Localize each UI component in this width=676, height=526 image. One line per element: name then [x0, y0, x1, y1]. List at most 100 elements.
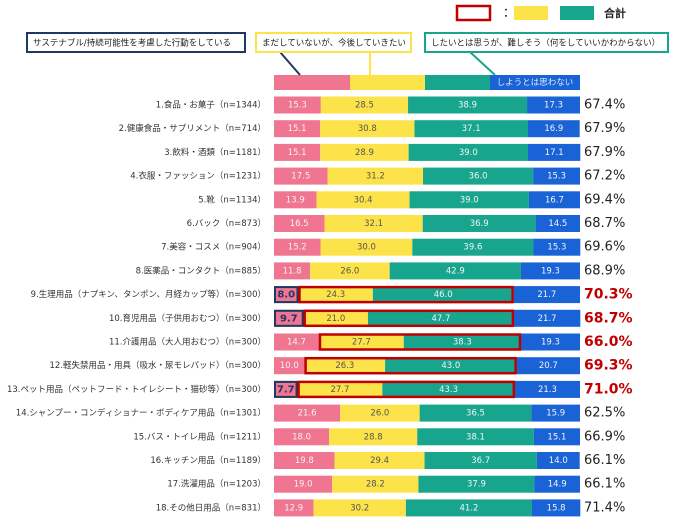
- segment-label: 38.9: [458, 101, 477, 111]
- category-label: 16.キッチン用品（n=1189）: [150, 455, 266, 466]
- segment-label: 27.7: [330, 385, 349, 395]
- bar-segment: [327, 167, 424, 185]
- segment-label: 39.0: [460, 195, 479, 205]
- total-label: 67.9%: [584, 121, 625, 136]
- segment-label: 11.8: [283, 266, 302, 276]
- segment-label: 14.5: [548, 219, 567, 229]
- segment-label: 15.2: [288, 243, 307, 253]
- segment-label: 38.1: [466, 432, 485, 442]
- total-label: 66.9%: [584, 429, 625, 444]
- bar-segment: [418, 475, 535, 493]
- bar-segment: [274, 215, 325, 232]
- segment-label: 17.5: [291, 172, 310, 182]
- segment-label: 9.7: [280, 313, 298, 324]
- category-label: 14.シャンプー・コンディショナー・ボディケア用品（n=1301）: [16, 408, 266, 419]
- segment-label: 15.1: [288, 148, 307, 158]
- bar-segment: [316, 191, 410, 209]
- bar-segment: [527, 143, 581, 161]
- segment-label: 20.7: [539, 361, 558, 371]
- bar-segment: [536, 452, 580, 469]
- bar-segment: [419, 404, 532, 422]
- bar-segment: [274, 167, 328, 185]
- segment-label: 28.5: [355, 101, 374, 111]
- segment-label: 21.7: [537, 290, 556, 300]
- bar-segment: [422, 215, 536, 232]
- segment-label: 32.1: [364, 219, 383, 229]
- category-label: 6.バック（n=873）: [187, 218, 266, 229]
- segment-label: 18.0: [292, 432, 311, 442]
- bar-segment: [318, 333, 404, 351]
- segment-label: 17.1: [545, 148, 564, 158]
- segment-label: 24.3: [326, 290, 345, 300]
- segment-label: 28.2: [366, 480, 385, 490]
- bar-segment: [274, 309, 304, 327]
- total-label: 69.3%: [584, 358, 633, 374]
- bar-segment: [417, 428, 534, 446]
- segment-label: 43.0: [441, 361, 460, 371]
- segment-label: 15.3: [547, 243, 566, 253]
- segment-label: 30.2: [350, 503, 369, 513]
- segment-label: 30.0: [357, 243, 376, 253]
- header-segment: [350, 75, 425, 90]
- bar-segment: [423, 167, 534, 185]
- segment-label: 21.3: [538, 385, 557, 395]
- legend-swatch: [560, 6, 594, 20]
- bar-segment: [382, 380, 515, 398]
- category-label: 18.その他日用品（n=831）: [156, 502, 266, 513]
- segment-label: 16.9: [544, 124, 563, 134]
- category-label: 5.靴（n=1134）: [198, 194, 266, 205]
- segment-label: 19.0: [294, 480, 313, 490]
- bar-segment: [274, 452, 335, 469]
- bar-segment: [340, 404, 420, 422]
- bar-segment: [372, 286, 514, 304]
- total-label: 70.3%: [584, 287, 633, 303]
- bar-segment: [389, 262, 521, 280]
- bar-segment: [412, 238, 534, 256]
- highlight-box: [298, 285, 514, 304]
- bar-segment: [274, 475, 333, 493]
- bar-segment: [533, 167, 580, 185]
- total-label: 67.4%: [584, 98, 625, 113]
- segment-label: 39.6: [463, 243, 482, 253]
- segment-label: 30.4: [354, 195, 373, 205]
- segment-label: 19.8: [295, 456, 314, 466]
- segment-label: 26.3: [335, 361, 354, 371]
- legend-label: しようとは思わない: [497, 78, 574, 88]
- bar-segment: [334, 452, 425, 469]
- bar-segment: [516, 357, 580, 375]
- segment-label: 37.9: [467, 480, 486, 490]
- header-segment: [274, 75, 350, 90]
- category-label: 4.衣服・ファッション（n=1231）: [130, 171, 266, 182]
- legend-label: まだしていないが、今後していきたい: [262, 38, 406, 49]
- bar-segment: [303, 309, 368, 327]
- segment-label: 30.8: [358, 124, 377, 134]
- segment-label: 36.9: [470, 219, 489, 229]
- legend-separator: ：: [503, 6, 515, 20]
- segment-label: 14.0: [549, 456, 568, 466]
- callout-line: [279, 51, 301, 76]
- segment-label: 15.1: [288, 124, 307, 134]
- bar-segment: [274, 357, 305, 375]
- bar-segment: [298, 286, 373, 304]
- bar-segment: [424, 452, 537, 469]
- segment-label: 15.1: [547, 432, 566, 442]
- segment-label: 16.7: [545, 195, 564, 205]
- segment-label: 43.3: [439, 385, 458, 395]
- bar-segment: [409, 191, 529, 209]
- bar-segment: [274, 120, 321, 138]
- bar-segment: [297, 380, 383, 398]
- bar-segment: [527, 96, 580, 114]
- bar-segment: [403, 333, 521, 351]
- bar-segment: [304, 357, 386, 375]
- category-label: 1.食品・お菓子（n=1344）: [156, 100, 266, 111]
- bar-segment: [531, 404, 580, 422]
- segment-label: 12.9: [284, 503, 303, 513]
- total-label: 69.4%: [584, 192, 625, 207]
- segment-label: 14.7: [287, 338, 306, 348]
- category-label: 11.介護用品（大人用おむつ）（n=300）: [109, 337, 266, 348]
- bar-segment: [329, 428, 418, 446]
- bar-segment: [520, 262, 580, 280]
- total-label: 67.2%: [584, 169, 625, 184]
- bar-segment: [533, 428, 580, 446]
- total-label: 71.0%: [584, 381, 633, 397]
